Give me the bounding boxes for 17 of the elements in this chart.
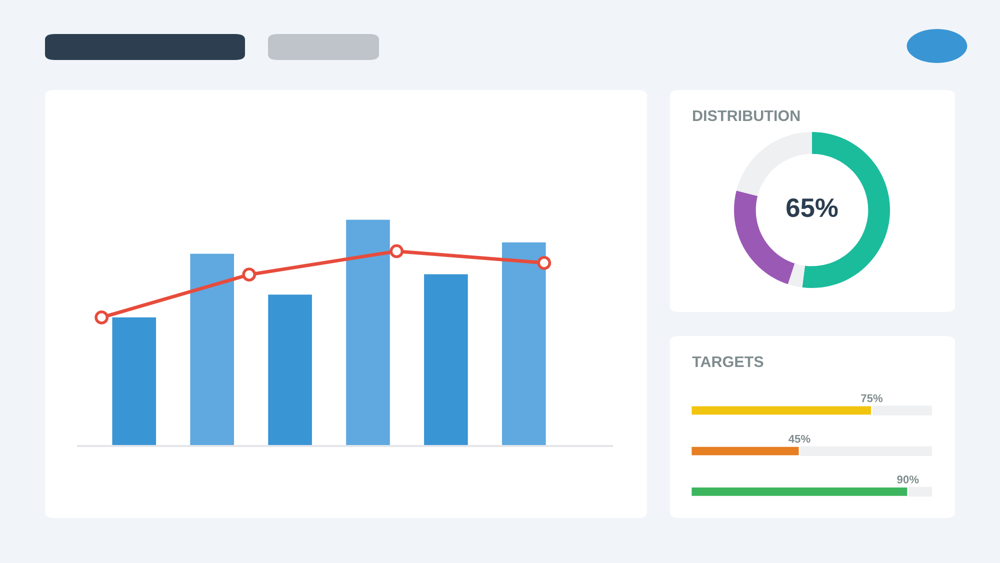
- point: [390, 244, 404, 258]
- donut-slice: [788, 263, 805, 288]
- point: [537, 256, 552, 270]
- text: 65%: [786, 198, 838, 218]
- donut-slice: [736, 132, 812, 196]
- bar: [266, 293, 314, 446]
- data-label: 45%: [788, 434, 810, 443]
- data-label: 75%: [861, 394, 883, 402]
- chart-title: TARGETS: [692, 356, 764, 368]
- bar: [110, 316, 158, 446]
- point: [242, 268, 256, 282]
- bar: [500, 241, 548, 446]
- bar: [188, 252, 236, 446]
- point: [94, 310, 109, 324]
- chart-title: DISTRIBUTION: [693, 110, 800, 122]
- data-label: 90%: [897, 476, 919, 484]
- bar: [422, 272, 470, 446]
